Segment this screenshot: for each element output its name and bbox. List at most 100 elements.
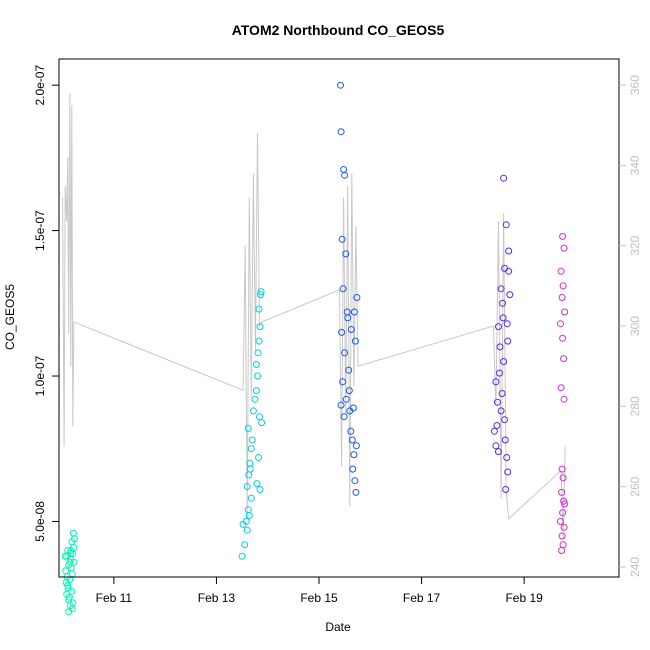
data-point <box>559 282 567 290</box>
data-point <box>342 250 350 258</box>
data-point <box>337 401 345 409</box>
data-point <box>498 390 506 397</box>
data-point <box>350 451 358 459</box>
data-point <box>497 407 505 415</box>
data-point <box>503 320 511 328</box>
data-point <box>492 442 500 450</box>
data-point <box>256 413 263 421</box>
data-point <box>500 174 508 182</box>
data-point <box>347 326 355 333</box>
y-tick-label: 5.0e-08 <box>33 501 47 542</box>
data-point <box>559 541 567 549</box>
data-point <box>245 512 253 520</box>
data-point <box>67 564 75 572</box>
data-point <box>496 369 503 377</box>
y-axis: 5.0e-08 1.0e-07 1.5e-07 2.0e-07 <box>33 65 59 542</box>
data-point <box>560 497 568 505</box>
data-point <box>559 334 567 342</box>
data-point <box>348 436 356 444</box>
y2-tick-label: 300 <box>628 316 642 336</box>
data-point <box>256 486 264 493</box>
data-point <box>506 291 514 299</box>
data-point <box>62 567 70 575</box>
data-point <box>352 488 360 496</box>
secondary-series-line <box>62 93 566 539</box>
x-tick-label: Feb 19 <box>505 591 543 605</box>
data-point <box>349 404 357 412</box>
data-point <box>495 448 502 456</box>
data-point <box>350 308 358 316</box>
data-point <box>70 535 78 543</box>
data-point <box>248 436 256 444</box>
data-point <box>504 337 512 345</box>
data-point <box>505 247 513 255</box>
data-point <box>344 314 352 322</box>
data-point <box>252 387 260 395</box>
data-point <box>497 285 505 293</box>
series-line <box>62 93 566 539</box>
y-axis-label: CO_GEOS5 <box>3 284 17 350</box>
data-point <box>67 547 75 554</box>
data-point <box>340 413 348 421</box>
data-point <box>258 419 266 427</box>
data-point <box>349 465 357 473</box>
data-point <box>558 488 566 496</box>
data-point <box>243 483 251 490</box>
data-point <box>257 291 264 299</box>
data-point <box>493 422 501 429</box>
data-point <box>253 480 261 488</box>
x-tick-label: Feb 15 <box>300 591 338 605</box>
data-point <box>558 547 566 554</box>
x-tick-label: Feb 17 <box>403 591 441 605</box>
data-point <box>499 299 507 307</box>
data-point <box>501 436 509 444</box>
data-point <box>255 454 262 461</box>
data-point <box>339 378 347 386</box>
data-point <box>557 517 564 525</box>
data-point <box>254 372 261 380</box>
data-point <box>561 308 569 316</box>
data-point <box>257 288 265 296</box>
data-point <box>238 552 246 560</box>
plot-frame <box>58 58 620 578</box>
data-point <box>340 166 348 173</box>
y2-tick-label: 320 <box>628 235 642 255</box>
data-point <box>505 267 513 275</box>
data-point <box>502 221 510 229</box>
y2-tick-label: 240 <box>628 557 642 577</box>
data-point <box>490 427 498 435</box>
data-point <box>345 387 353 395</box>
data-point <box>254 349 262 357</box>
data-point <box>342 395 350 403</box>
data-point <box>558 294 566 301</box>
scatter-points <box>61 81 569 616</box>
data-point <box>241 541 249 549</box>
data-point <box>558 532 566 540</box>
data-point <box>501 416 509 424</box>
y-tick-label: 1.0e-07 <box>33 355 47 396</box>
data-point <box>338 235 346 243</box>
data-point <box>504 468 512 476</box>
data-point <box>337 128 345 136</box>
data-point <box>242 517 250 525</box>
data-point <box>560 355 568 363</box>
data-point <box>559 232 567 240</box>
data-point <box>247 494 255 502</box>
data-point <box>251 395 259 403</box>
data-point <box>246 465 254 473</box>
data-point <box>339 285 347 293</box>
data-point <box>345 366 353 374</box>
x-tick-label: Feb 11 <box>96 591 133 605</box>
data-point <box>341 171 349 179</box>
data-point <box>559 509 567 517</box>
data-point <box>499 314 507 322</box>
data-point <box>494 398 501 406</box>
y2-tick-label: 360 <box>628 75 642 95</box>
data-point <box>65 593 73 601</box>
data-point <box>341 349 349 357</box>
data-point <box>560 523 568 531</box>
data-point <box>557 320 564 328</box>
data-point <box>243 526 251 534</box>
data-point <box>61 552 69 560</box>
x-axis-label: Date <box>325 620 351 634</box>
